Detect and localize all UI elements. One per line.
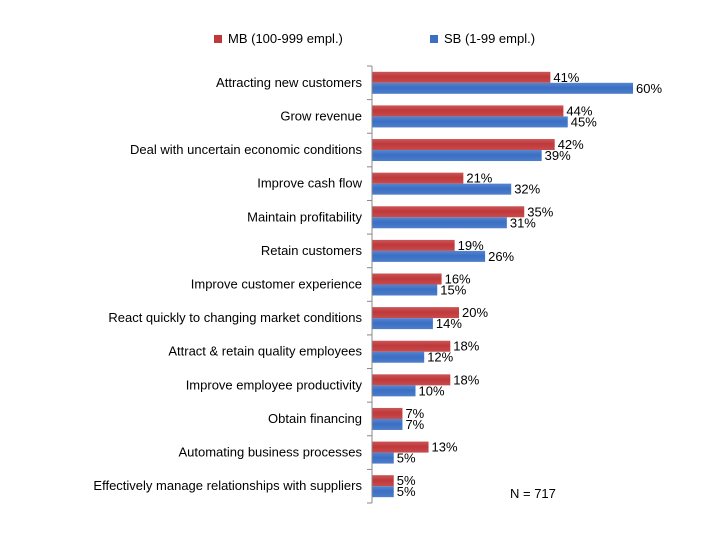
data-label-mb: 18%	[453, 339, 479, 354]
data-label-sb: 26%	[488, 249, 514, 264]
data-label-mb: 13%	[432, 440, 458, 455]
bars	[372, 71, 633, 498]
category-label: Effectively manage relationships with su…	[93, 478, 362, 493]
data-label-mb: 44%	[566, 103, 592, 118]
bar-mb	[372, 139, 555, 151]
data-label-mb: 7%	[405, 406, 424, 421]
bar-mb	[372, 172, 464, 184]
y-axis-ticks	[367, 65, 372, 504]
data-label-sb: 12%	[427, 350, 453, 365]
data-label-sb: 32%	[514, 182, 540, 197]
category-label: Automating business processes	[178, 445, 362, 460]
category-label: Attract & retain quality employees	[168, 344, 362, 359]
data-label-sb: 45%	[571, 114, 597, 129]
bar-sb	[372, 116, 568, 128]
bar-sb	[372, 418, 403, 430]
bar-mb	[372, 407, 403, 419]
bar-sb	[372, 452, 394, 464]
bar-mb	[372, 441, 429, 453]
category-label: Obtain financing	[268, 411, 362, 426]
data-label-mb: 35%	[527, 204, 553, 219]
bar-mb	[372, 71, 551, 83]
data-label-mb: 18%	[453, 372, 479, 387]
data-label-sb: 5%	[397, 451, 416, 466]
bar-mb	[372, 475, 394, 487]
bar-mb	[372, 307, 459, 319]
data-label-sb: 60%	[636, 81, 662, 96]
bar-mb	[372, 105, 564, 117]
data-label-sb: 15%	[440, 283, 466, 298]
data-label-mb: 21%	[466, 171, 492, 186]
data-label-mb: 41%	[553, 70, 579, 85]
bar-mb	[372, 206, 525, 218]
bar-sb	[372, 284, 438, 296]
data-label-mb: 19%	[458, 238, 484, 253]
data-label-sb: 14%	[436, 316, 462, 331]
bar-sb	[372, 217, 507, 229]
data-label-sb: 31%	[510, 215, 536, 230]
bar-mb	[372, 374, 451, 386]
data-label-mb: 20%	[462, 305, 488, 320]
data-label-sb: 39%	[545, 148, 571, 163]
category-label: Attracting new customers	[216, 75, 362, 90]
category-labels: Attracting new customers Grow revenue Deal…	[93, 75, 362, 493]
category-label: React quickly to changing market conditi…	[108, 310, 362, 325]
bar-sb	[372, 150, 542, 162]
data-label-sb: 10%	[419, 383, 445, 398]
legend-swatch-0	[214, 35, 222, 43]
category-label: Improve customer experience	[191, 277, 362, 292]
bar-sb	[372, 82, 633, 94]
legend-label-0: MB (100-999 empl.)	[228, 31, 343, 46]
bar-sb	[372, 385, 416, 397]
category-label: Deal with uncertain economic conditions	[130, 142, 362, 157]
legend-swatch-1	[430, 35, 438, 43]
bar-sb	[372, 318, 433, 330]
data-label-mb: 16%	[445, 272, 471, 287]
data-label-mb: 5%	[397, 473, 416, 488]
category-label: Maintain profitability	[247, 209, 362, 224]
category-label: Retain customers	[261, 243, 363, 258]
category-label: Grow revenue	[280, 108, 362, 123]
data-label-mb: 42%	[558, 137, 584, 152]
category-label: Improve cash flow	[257, 176, 362, 191]
legend-label-1: SB (1-99 empl.)	[444, 31, 535, 46]
bar-mb	[372, 340, 451, 352]
legend: MB (100-999 empl.) SB (1-99 empl.)	[214, 31, 535, 46]
bar-sb	[372, 351, 425, 363]
bar-mb	[372, 273, 442, 285]
category-label: Improve employee productivity	[186, 377, 363, 392]
data-label-sb: 5%	[397, 484, 416, 499]
data-label-sb: 7%	[405, 417, 424, 432]
value-labels: 41%60%44%45%42%39%21%32%35%31%19%26%16%1…	[397, 70, 663, 499]
bar-sb	[372, 250, 486, 262]
sample-size-note: N = 717	[510, 486, 556, 501]
bar-mb	[372, 239, 455, 251]
bar-sb	[372, 486, 394, 498]
bar-sb	[372, 183, 512, 195]
